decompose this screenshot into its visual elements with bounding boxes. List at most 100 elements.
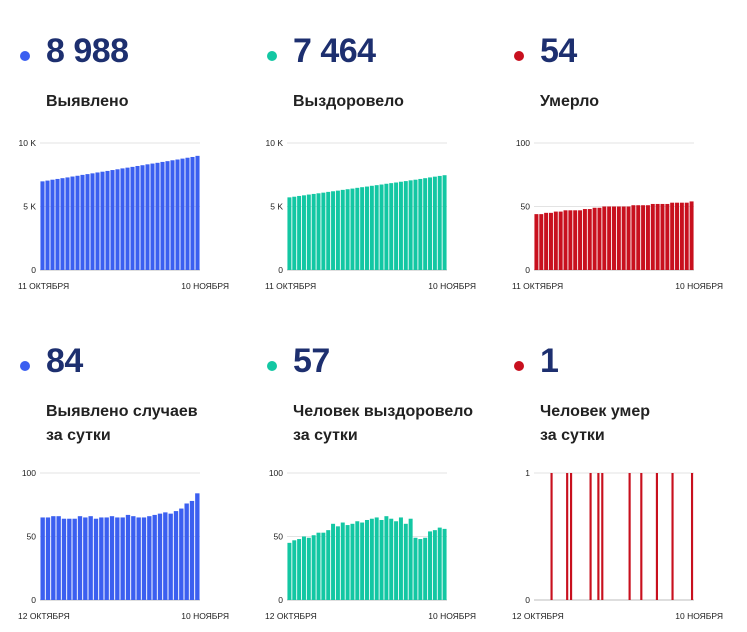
bar (326, 191, 331, 270)
bar (374, 185, 379, 270)
bar (189, 500, 195, 600)
bar (442, 528, 447, 600)
legend-dot (514, 361, 524, 371)
stat-value: 84 (46, 342, 83, 380)
recovered-daily-panel: 57 Человек выздоровело за сутки 0 50 100 12 ОК… (265, 310, 495, 621)
stat-value: 7 464 (293, 32, 376, 70)
bar (104, 517, 109, 600)
bar (578, 210, 583, 270)
bar (140, 165, 145, 270)
y-tick-label: 100 (516, 138, 530, 148)
stat-label-line: за сутки (46, 427, 111, 444)
bar (418, 178, 423, 270)
bar (671, 473, 674, 600)
detected-total-chart: 0 5 K 10 K 11 ОКТЯБРЯ 10 НОЯБРЯ (18, 138, 229, 291)
stat-label-line: Человек выздоровело (293, 403, 474, 420)
bar (155, 162, 160, 270)
bar (195, 155, 200, 270)
y-tick-label: 5 K (270, 202, 283, 212)
bar (185, 157, 190, 270)
bar (384, 183, 389, 270)
y-tick-label: 50 (27, 532, 37, 542)
bar (180, 158, 185, 270)
bar (350, 523, 355, 600)
bar (93, 518, 99, 600)
x-end-label: 10 НОЯБРЯ (181, 281, 229, 291)
bar (602, 206, 607, 270)
bar (297, 539, 302, 600)
bar (110, 170, 115, 270)
bar (628, 473, 631, 600)
bar (45, 517, 51, 600)
bar (589, 473, 592, 600)
legend-dot (267, 361, 277, 371)
bar (670, 202, 675, 270)
bar (675, 202, 680, 270)
bar (70, 176, 75, 270)
bar (582, 209, 587, 270)
bar (389, 183, 394, 270)
bar (369, 518, 374, 600)
bar (179, 508, 184, 600)
bar (389, 518, 394, 600)
recovered-total-chart: 0 5 K 10 K 11 ОКТЯБРЯ 10 НОЯБРЯ (265, 138, 476, 291)
bar (548, 212, 553, 270)
bar (50, 179, 55, 270)
bar (195, 493, 200, 600)
bar (90, 173, 95, 270)
stat-label-line: за сутки (293, 427, 358, 444)
y-tick-label: 50 (274, 532, 284, 542)
bar (379, 184, 384, 270)
bar (550, 473, 553, 600)
bar (418, 539, 423, 600)
bar (173, 511, 179, 600)
bar (645, 205, 650, 270)
bar (355, 521, 360, 600)
bar (423, 178, 428, 270)
y-tick-label: 0 (31, 265, 36, 275)
bar (621, 206, 626, 270)
stat-label: Человек умер за сутки (540, 400, 650, 448)
y-tick-label: 0 (525, 595, 530, 605)
bar (384, 516, 389, 600)
bar (403, 523, 408, 600)
x-start-label: 12 ОКТЯБРЯ (512, 611, 564, 621)
bar (297, 195, 302, 270)
bar (640, 473, 643, 600)
x-start-label: 11 ОКТЯБРЯ (512, 281, 563, 291)
stat-value: 1 (540, 342, 559, 380)
recovered-total-panel: 7 464 Выздоровело 0 5 K 10 K 11 ОКТЯБРЯ 10 НОЯ… (265, 0, 495, 310)
bar (335, 190, 340, 270)
bar (147, 516, 152, 600)
bar (80, 174, 85, 270)
bar (684, 202, 689, 270)
bar (428, 531, 433, 600)
x-start-label: 11 ОКТЯБРЯ (18, 281, 69, 291)
bar (95, 172, 100, 270)
bar (150, 163, 155, 270)
bar (655, 473, 658, 600)
bar (690, 473, 694, 600)
bar (597, 207, 602, 270)
bar (331, 191, 336, 270)
bar (67, 518, 72, 600)
bar (374, 517, 379, 600)
bar (72, 518, 77, 600)
bar (175, 159, 180, 270)
bar (292, 196, 297, 270)
bar (51, 516, 56, 600)
bar (56, 516, 61, 600)
bar (135, 165, 140, 270)
stat-label-line: Выявлено (46, 93, 129, 110)
bar (120, 517, 125, 600)
stat-label-line: Умерло (540, 93, 599, 110)
bar (340, 522, 345, 600)
bar (413, 537, 418, 600)
recovered-daily-chart: 0 50 100 12 ОКТЯБРЯ 10 НОЯБРЯ (265, 468, 476, 621)
bar (355, 187, 360, 270)
bar (413, 179, 418, 270)
bar (45, 180, 50, 270)
bar (398, 517, 403, 600)
bar (321, 192, 326, 270)
bar (534, 214, 539, 270)
